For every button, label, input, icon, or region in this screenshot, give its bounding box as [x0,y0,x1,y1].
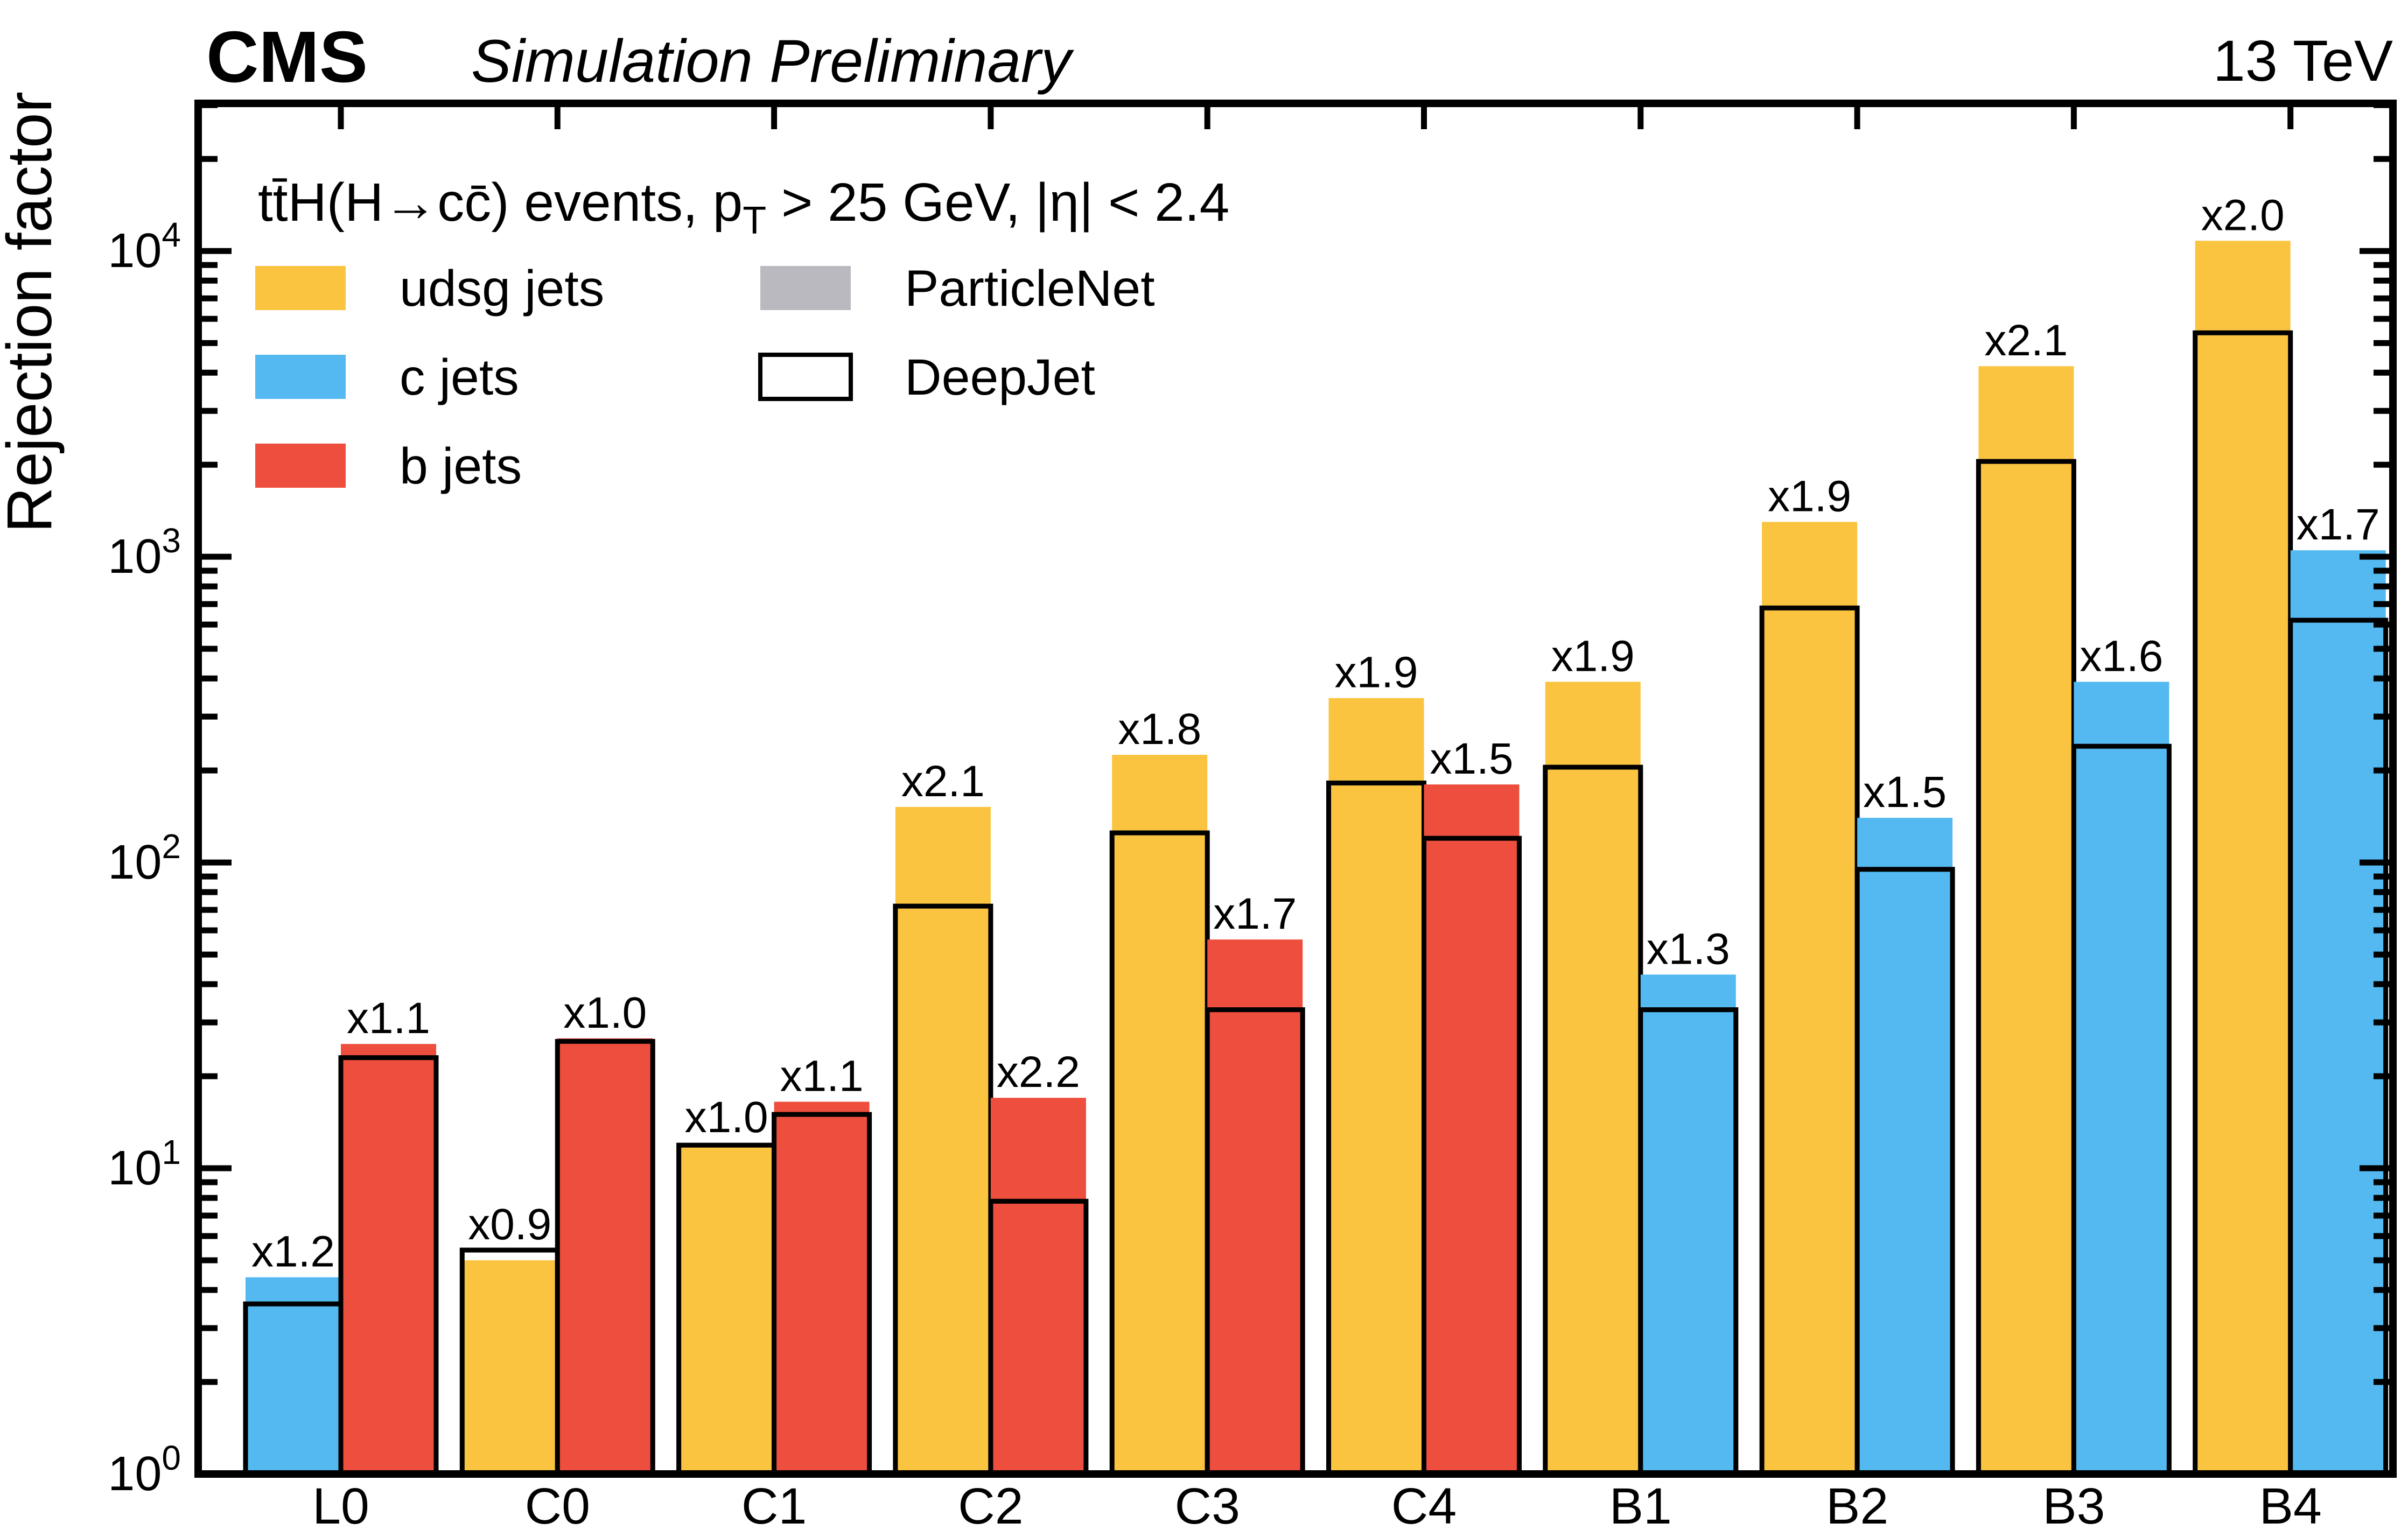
bar-L0-c-particlenet-fill [246,1277,341,1474]
legend-swatch-deepjet [758,353,853,401]
bar-C1-udsg-particlenet-fill [678,1143,774,1474]
legend-swatch-udsg-jets [255,266,346,310]
y-tick-label-1e3: 103 [108,521,181,584]
x-category-label-B2: B2 [1826,1478,1888,1530]
energy-label: 13 TeV [2213,28,2393,93]
bar-C4-b-particlenet-fill [1424,784,1520,1474]
x-category-label-C0: C0 [525,1478,590,1530]
ratio-label-C3-b: x1.7 [1213,889,1297,938]
ratio-label-B3-udsg: x2.1 [1984,316,2068,365]
bars-layer: x1.2x1.1x0.9x1.0x1.0x1.1x2.1x2.2x1.8x1.7… [243,191,2389,1477]
ratio-label-C4-udsg: x1.9 [1335,648,1418,697]
bar-C2-b-particlenet-fill [990,1098,1086,1474]
bar-B1-udsg-particlenet-fill [1545,682,1641,1474]
ratio-label-C2-b: x2.2 [997,1048,1080,1097]
ratio-label-C1-b: x1.1 [780,1052,864,1101]
bar-B3-c-particlenet-fill [2074,682,2169,1474]
y-axis-title: Rejection factor [0,92,65,533]
legend-label-particlenet: ParticleNet [905,260,1155,317]
x-category-label-C2: C2 [958,1478,1023,1530]
ratio-label-C3-udsg: x1.8 [1118,705,1201,754]
y-tick-label-1e1: 101 [108,1133,181,1195]
plot-frame-layer [194,100,2397,1478]
cms-logo-text: CMS [206,16,368,97]
legend-swatch-b-jets [255,444,346,488]
ratio-label-C2-udsg: x2.1 [901,757,985,806]
legend-label-deepjet: DeepJet [905,349,1095,406]
ratio-label-B2-c: x1.5 [1863,768,1947,817]
bar-C1-b-particlenet-fill [774,1101,870,1474]
bar-B3-udsg-particlenet-fill [1978,366,2074,1475]
ratio-label-C4-b: x1.5 [1430,734,1514,783]
bar-B4-udsg-particlenet-fill [2195,241,2291,1474]
axis-labels-layer: L0 C0 C1 C2 C3 C4 B1 B2 B3 B4 100 101 102 103 104 [108,215,2322,1530]
bar-L0-b-particlenet-fill [341,1044,436,1474]
selection-annotation: tt̄H(H→cc̄) events, pT > 25 GeV, |η| < 2… [258,172,1229,242]
y-tick-label-1e0: 100 [108,1438,181,1501]
ratio-label-B3-c: x1.6 [2080,631,2163,680]
ratio-label-C0-b: x1.0 [563,988,647,1037]
bar-C3-b-particlenet-fill [1207,939,1303,1474]
x-category-label-C4: C4 [1391,1478,1457,1530]
y-tick-label-1e4: 104 [108,215,181,278]
bar-B2-c-particlenet-fill [1857,818,1953,1474]
ratio-label-B2-udsg: x1.9 [1768,472,1851,521]
ratio-label-B4-c: x1.7 [2297,500,2380,549]
legend-label-b-jets: b jets [400,438,522,495]
bar-B2-udsg-particlenet-fill [1762,522,1858,1474]
legend-label-c-jets: c jets [400,349,519,406]
x-category-label-C3: C3 [1174,1478,1240,1530]
plot-frame [194,100,2397,1478]
legend-models: ParticleNet DeepJet [758,260,1155,406]
bar-B4-c-particlenet-fill [2290,550,2386,1474]
legend-label-udsg-jets: udsg jets [400,260,604,317]
bar-B1-c-particlenet-fill [1640,974,1736,1474]
legend-swatch-particlenet [760,266,851,310]
ratio-label-L0-b: x1.1 [347,994,430,1043]
bar-C4-udsg-particlenet-fill [1328,698,1424,1474]
y-tick-label-1e2: 102 [108,827,181,889]
cms-subtitle-text: Simulation Preliminary [471,27,1074,95]
bar-C2-udsg-particlenet-fill [895,806,991,1474]
x-category-label-B3: B3 [2042,1478,2105,1530]
x-category-label-L0: L0 [312,1478,369,1530]
ratio-label-C0-udsg: x0.9 [468,1200,551,1249]
annotation-subscript: T [743,199,766,242]
ratio-label-B4-udsg: x2.0 [2201,191,2285,240]
ratio-label-L0-c: x1.2 [251,1227,335,1276]
bar-C3-udsg-particlenet-fill [1112,755,1208,1474]
annotation-post: > 25 GeV, |η| < 2.4 [766,172,1229,233]
bar-C0-udsg-particlenet-fill [462,1260,558,1474]
legend-flavors: udsg jets c jets b jets [255,260,604,495]
ratio-label-C1-udsg: x1.0 [685,1093,768,1142]
x-category-label-C1: C1 [741,1478,807,1530]
ratio-label-B1-c: x1.3 [1647,924,1730,973]
x-category-label-B1: B1 [1609,1478,1672,1530]
annotation-pre: tt̄H(H→cc̄) events, p [258,172,743,233]
ratio-label-B1-udsg: x1.9 [1551,631,1635,680]
legend-swatch-c-jets [255,355,346,399]
x-category-label-B4: B4 [2259,1478,2322,1530]
bar-C0-b-particlenet-fill [557,1038,653,1474]
